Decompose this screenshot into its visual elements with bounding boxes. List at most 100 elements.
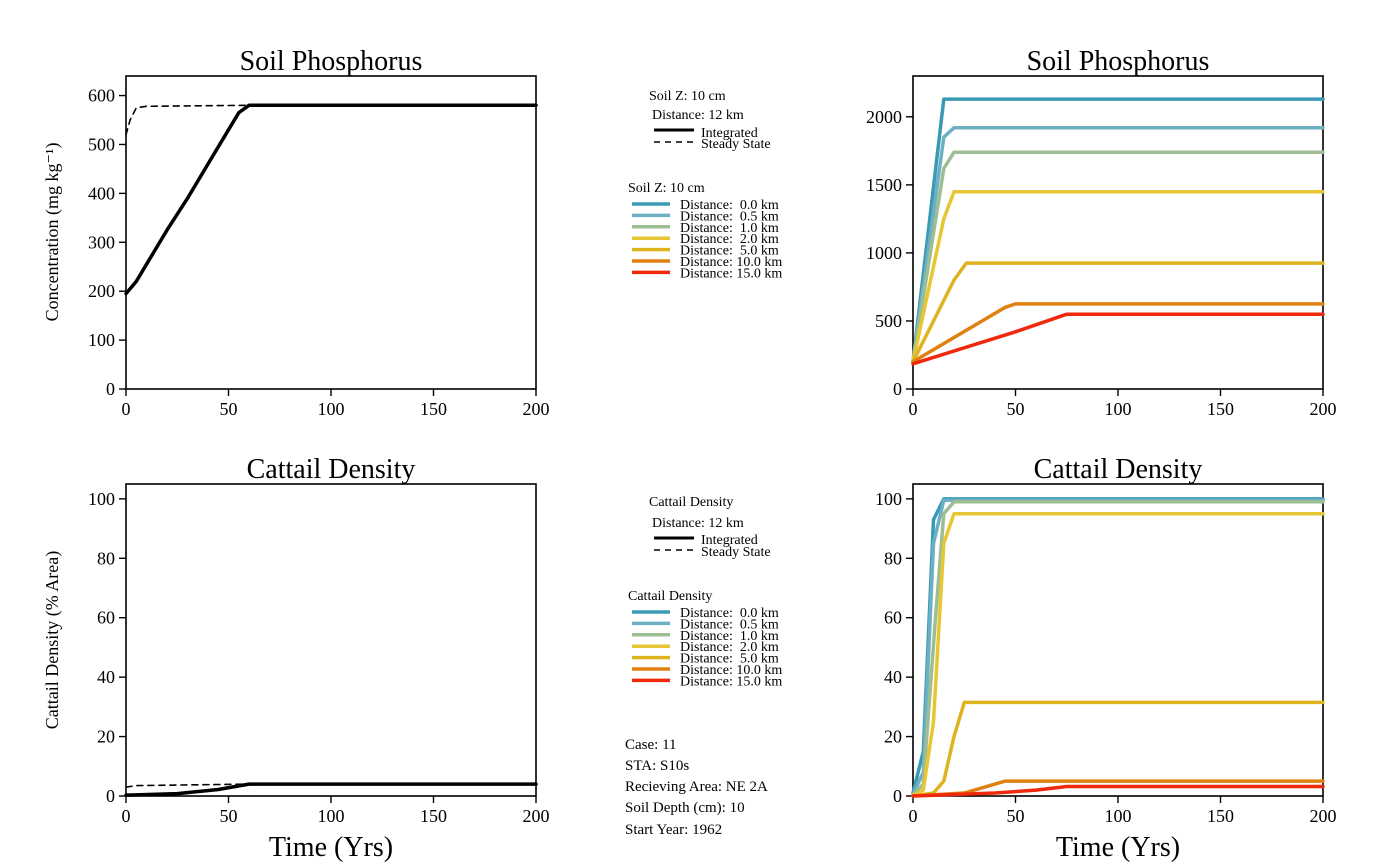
- y-tick-label: 0: [893, 786, 902, 806]
- series-line: [911, 125, 1325, 364]
- series-line: [911, 261, 1325, 364]
- plot-frame: [125, 483, 537, 797]
- x-tick-label: 150: [420, 399, 447, 419]
- x-tick-label: 200: [523, 806, 550, 826]
- series-line: [911, 189, 1325, 364]
- y-axis-label-concentration: Concentration (mg kg⁻¹): [42, 143, 63, 322]
- legend-label: Distance: 2.0 km: [680, 640, 779, 655]
- legend-subheader: Distance: 12 km: [652, 108, 744, 123]
- chart-title-cattail-left: Cattail Density: [247, 454, 416, 485]
- series-line: [911, 500, 1325, 797]
- y-tick-label: 20: [97, 727, 115, 747]
- y-tick-label: 60: [884, 608, 902, 628]
- y-tick-label: 100: [88, 330, 115, 350]
- x-tick-label: 200: [1310, 806, 1337, 826]
- plot-soil-phosphorus-integrated: 0 50 100 150 200 0 100 200 300 400 500 600: [88, 75, 550, 419]
- series-line: [911, 302, 1325, 364]
- plot-frame: [912, 483, 1324, 797]
- x-tick-label: 150: [1207, 399, 1234, 419]
- legend-label: Integrated: [701, 126, 758, 141]
- legend-label: Distance: 15.0 km: [680, 674, 782, 689]
- y-tick-label: 80: [97, 548, 115, 568]
- info-case: Case: 11: [625, 737, 677, 753]
- x-axis-label-time-left: Time (Yrs): [269, 832, 393, 863]
- series-line: [911, 784, 1325, 798]
- legend-header: Soil Z: 10 cm: [628, 181, 705, 196]
- y-tick-label: 40: [97, 667, 115, 687]
- legend-label: Distance: 5.0 km: [680, 244, 779, 259]
- y-tick-label: 0: [106, 379, 115, 399]
- y-tick-label: 300: [88, 232, 115, 252]
- y-tick-label: 200: [88, 281, 115, 301]
- series-line: [125, 104, 537, 136]
- x-axis-label-time-right: Time (Yrs): [1056, 832, 1180, 863]
- legend-label: Distance: 10.0 km: [680, 255, 782, 270]
- legend-cattail-integrated: Cattail Density Distance: 12 km Integrat…: [649, 495, 771, 560]
- y-tick-label: 100: [88, 489, 115, 509]
- y-tick-label: 600: [88, 86, 115, 106]
- series-line: [124, 782, 538, 797]
- x-tick-label: 0: [909, 399, 918, 419]
- legend-label: Distance: 1.0 km: [680, 221, 779, 236]
- series-line: [911, 97, 1325, 364]
- y-tick-label: 0: [106, 786, 115, 806]
- x-tick-label: 100: [318, 806, 345, 826]
- legend-label: Steady State: [701, 545, 771, 560]
- legend-header: Cattail Density: [649, 495, 733, 510]
- x-tick-label: 50: [1007, 399, 1025, 419]
- legend-label: Distance: 0.0 km: [680, 606, 779, 621]
- series-line: [911, 312, 1325, 366]
- legend-label: Distance: 0.5 km: [680, 617, 779, 632]
- x-tick-label: 0: [909, 806, 918, 826]
- y-tick-label: 400: [88, 183, 115, 203]
- series-line: [911, 150, 1325, 364]
- legend-label: Distance: 2.0 km: [680, 232, 779, 247]
- chart-title-cattail-right: Cattail Density: [1034, 454, 1203, 485]
- legend-label: Distance: 10.0 km: [680, 663, 782, 678]
- x-tick-label: 150: [420, 806, 447, 826]
- x-tick-label: 0: [122, 399, 131, 419]
- series-line: [911, 497, 1325, 795]
- x-tick-label: 100: [318, 399, 345, 419]
- series-line: [124, 103, 538, 296]
- y-tick-label: 60: [97, 608, 115, 628]
- plot-cattail-by-distance: 0 50 100 150 200 0 20 40 60 80 100: [875, 483, 1337, 826]
- x-tick-label: 200: [1310, 399, 1337, 419]
- info-soil-depth: Soil Depth (cm): 10: [625, 800, 745, 816]
- plot-cattail-integrated: 0 50 100 150 200 0 20 40 60 80 100: [88, 483, 550, 826]
- x-tick-label: 100: [1105, 399, 1132, 419]
- y-tick-label: 100: [875, 489, 902, 509]
- y-tick-label: 1500: [866, 175, 902, 195]
- legend-header: Cattail Density: [628, 589, 712, 604]
- y-axis-label-cattail: Cattail Density (% Area): [42, 551, 63, 729]
- legend-soil-integrated: Soil Z: 10 cm Distance: 12 km Integrated…: [649, 89, 771, 152]
- x-tick-label: 50: [220, 399, 238, 419]
- legend-header: Soil Z: 10 cm: [649, 89, 726, 104]
- x-tick-label: 50: [220, 806, 238, 826]
- y-tick-label: 2000: [866, 107, 902, 127]
- y-tick-label: 40: [884, 667, 902, 687]
- series-line: [125, 783, 537, 788]
- y-tick-label: 20: [884, 727, 902, 747]
- case-info-block: Case: 11 STA: S10s Recieving Area: NE 2A…: [625, 737, 768, 838]
- y-tick-label: 500: [875, 311, 902, 331]
- series-line: [911, 511, 1325, 798]
- series-line: [911, 498, 1325, 797]
- y-tick-label: 0: [893, 379, 902, 399]
- x-tick-label: 150: [1207, 806, 1234, 826]
- chart-title-soil-phosphorus-left: Soil Phosphorus: [240, 46, 423, 77]
- plot-frame: [912, 75, 1324, 390]
- chart-title-soil-phosphorus-right: Soil Phosphorus: [1027, 46, 1210, 77]
- y-tick-label: 1000: [866, 243, 902, 263]
- legend-label: Steady State: [701, 137, 771, 152]
- y-tick-label: 80: [884, 548, 902, 568]
- x-tick-label: 100: [1105, 806, 1132, 826]
- legend-label: Integrated: [701, 533, 758, 548]
- x-tick-label: 0: [122, 806, 131, 826]
- y-tick-label: 500: [88, 134, 115, 154]
- info-start-year: Start Year: 1962: [625, 822, 722, 838]
- legend-label: Distance: 5.0 km: [680, 652, 779, 667]
